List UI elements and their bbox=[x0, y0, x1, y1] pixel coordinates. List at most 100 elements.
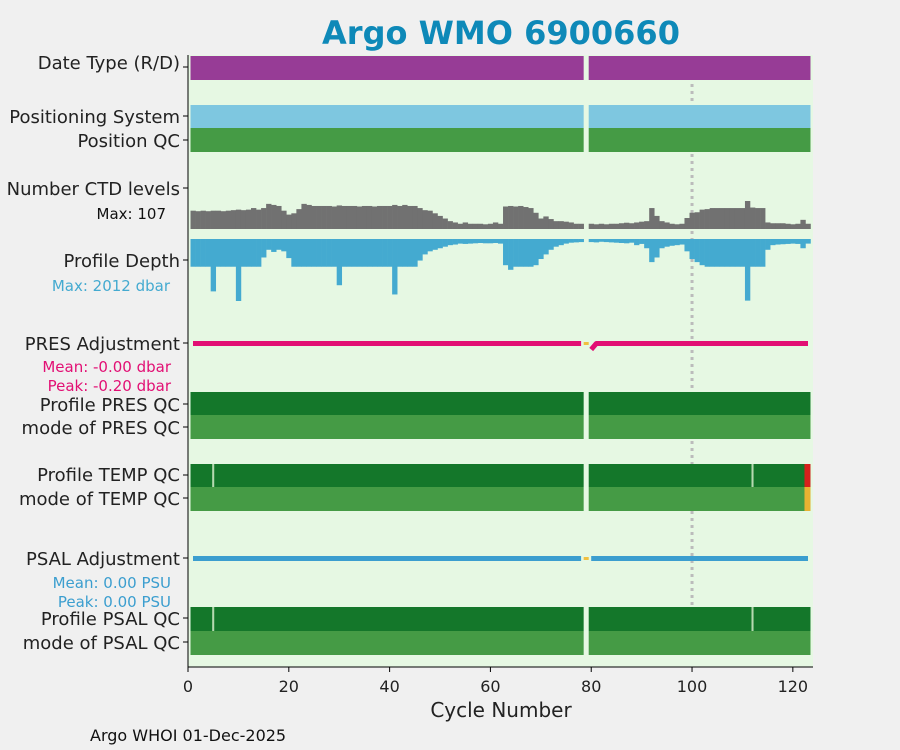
ctd-bar-cycle-68 bbox=[528, 208, 534, 229]
depth-bar-cycle-91 bbox=[644, 239, 650, 249]
ctd-bar-cycle-20 bbox=[286, 214, 292, 229]
depth-bar-cycle-71 bbox=[543, 239, 549, 255]
ctd-bar-cycle-65 bbox=[513, 206, 519, 229]
depth-bar-cycle-64 bbox=[508, 239, 514, 270]
depth-bar-cycle-82 bbox=[598, 239, 605, 242]
ctd-bar-cycle-92 bbox=[649, 208, 655, 229]
depth-bar-cycle-111 bbox=[744, 239, 751, 301]
profile-psal-qc-band-segment-2 bbox=[588, 607, 811, 631]
ctd-bar-cycle-43 bbox=[402, 204, 408, 229]
depth-bar-cycle-55 bbox=[462, 239, 469, 244]
label-mode-temp-qc: mode of TEMP QC bbox=[19, 489, 180, 510]
ctd-bar-cycle-86 bbox=[618, 223, 625, 229]
depth-bar-cycle-123 bbox=[805, 239, 811, 244]
ctd-bar-cycle-108 bbox=[729, 208, 736, 229]
ctd-bar-cycle-3 bbox=[200, 210, 206, 229]
ctd-bar-cycle-87 bbox=[623, 222, 630, 229]
depth-bar-cycle-90 bbox=[639, 239, 645, 244]
ctd-bar-cycle-123 bbox=[805, 223, 811, 229]
depth-bar-cycle-17 bbox=[271, 239, 277, 252]
depth-bar-cycle-41 bbox=[392, 239, 398, 295]
ctd-bar-cycle-30 bbox=[336, 205, 343, 229]
ctd-bar-cycle-8 bbox=[225, 210, 232, 229]
depth-bar-cycle-63 bbox=[503, 239, 509, 266]
depth-bar-cycle-69 bbox=[533, 239, 539, 266]
ctd-bar-cycle-80 bbox=[588, 223, 595, 229]
ctd-bar-cycle-90 bbox=[639, 221, 645, 229]
ctd-bar-cycle-85 bbox=[613, 223, 620, 229]
label-mode-psal-qc: mode of PSAL QC bbox=[23, 633, 180, 654]
ctd-bar-cycle-61 bbox=[492, 222, 499, 229]
label-depth-max: Max: 2012 dbar bbox=[52, 277, 171, 295]
depth-bar-cycle-76 bbox=[568, 239, 574, 243]
depth-bar-cycle-13 bbox=[251, 239, 257, 267]
depth-bar-cycle-24 bbox=[306, 239, 312, 267]
label-profile-depth: Profile Depth bbox=[63, 251, 180, 272]
x-tick-label-100: 100 bbox=[677, 677, 708, 696]
ctd-bar-cycle-13 bbox=[251, 208, 257, 229]
depth-bar-cycle-114 bbox=[760, 239, 766, 267]
ctd-bar-cycle-19 bbox=[281, 210, 287, 229]
depth-bar-cycle-102 bbox=[699, 239, 705, 266]
ctd-bar-cycle-100 bbox=[689, 212, 695, 229]
ctd-bar-cycle-74 bbox=[558, 221, 564, 229]
depth-bar-cycle-106 bbox=[719, 239, 726, 267]
depth-bar-cycle-62 bbox=[497, 239, 504, 244]
depth-bar-cycle-44 bbox=[407, 239, 413, 267]
depth-bar-cycle-87 bbox=[623, 239, 630, 244]
ctd-bar-cycle-113 bbox=[755, 208, 761, 229]
x-axis-label: Cycle Number bbox=[430, 698, 572, 722]
mode-pres-qc-band-segment-1 bbox=[190, 415, 584, 439]
mode-psal-qc-band-segment-1 bbox=[190, 631, 584, 655]
ctd-bar-cycle-36 bbox=[366, 205, 373, 229]
ctd-bar-cycle-26 bbox=[316, 205, 322, 229]
chart-marks bbox=[190, 56, 811, 655]
temp-qc-bad-flag bbox=[804, 464, 811, 487]
depth-bar-cycle-45 bbox=[412, 239, 418, 267]
ctd-bar-cycle-102 bbox=[699, 209, 705, 229]
ctd-bar-cycle-121 bbox=[795, 223, 801, 229]
depth-bar-cycle-14 bbox=[256, 239, 262, 267]
ctd-bar-cycle-51 bbox=[442, 218, 448, 229]
ctd-bar-cycle-34 bbox=[356, 206, 363, 229]
mode-temp-qc-band-segment-2 bbox=[588, 487, 811, 511]
depth-bar-cycle-42 bbox=[397, 239, 403, 267]
ctd-bar-cycle-15 bbox=[261, 208, 267, 229]
label-date-type: Date Type (R/D) bbox=[38, 53, 180, 74]
profile-temp-qc-band-segment-2 bbox=[588, 464, 811, 487]
ctd-bar-cycle-2 bbox=[195, 211, 201, 229]
depth-bar-cycle-27 bbox=[321, 239, 327, 267]
depth-bar-cycle-5 bbox=[210, 239, 217, 292]
x-tick-label-40: 40 bbox=[379, 677, 399, 696]
depth-bar-cycle-8 bbox=[225, 239, 232, 267]
depth-bar-cycle-33 bbox=[351, 239, 358, 267]
ctd-bar-cycle-37 bbox=[371, 206, 378, 229]
ctd-bar-cycle-63 bbox=[503, 206, 509, 229]
ctd-bar-cycle-55 bbox=[462, 222, 469, 229]
depth-bar-cycle-92 bbox=[649, 239, 655, 263]
depth-bar-cycle-107 bbox=[724, 239, 731, 267]
x-tick-label-80: 80 bbox=[581, 677, 601, 696]
plot-background bbox=[188, 55, 813, 667]
depth-bar-cycle-75 bbox=[563, 239, 569, 244]
depth-bar-cycle-25 bbox=[311, 239, 317, 267]
ctd-bar-cycle-119 bbox=[785, 223, 791, 229]
depth-bar-cycle-67 bbox=[523, 239, 529, 267]
depth-bar-cycle-29 bbox=[331, 239, 337, 267]
ctd-bar-cycle-64 bbox=[508, 205, 514, 229]
mode-temp-qc-band-segment-1 bbox=[190, 487, 584, 511]
positioning-system-band-segment-2 bbox=[588, 105, 811, 128]
profile-psal-qc-band-segment-1 bbox=[190, 607, 584, 631]
ctd-bar-cycle-31 bbox=[341, 205, 348, 229]
ctd-bar-cycle-40 bbox=[387, 205, 393, 229]
depth-bar-cycle-46 bbox=[417, 239, 423, 261]
depth-bar-cycle-85 bbox=[613, 239, 620, 243]
depth-bar-cycle-37 bbox=[371, 239, 378, 267]
depth-bar-cycle-108 bbox=[729, 239, 736, 267]
ctd-bar-cycle-109 bbox=[734, 208, 741, 229]
depth-bar-cycle-74 bbox=[558, 239, 564, 246]
ctd-bar-cycle-18 bbox=[276, 205, 282, 229]
depth-bar-cycle-84 bbox=[608, 239, 615, 243]
label-pres-adjustment: PRES Adjustment bbox=[25, 334, 180, 355]
ctd-bar-cycle-104 bbox=[709, 208, 716, 229]
